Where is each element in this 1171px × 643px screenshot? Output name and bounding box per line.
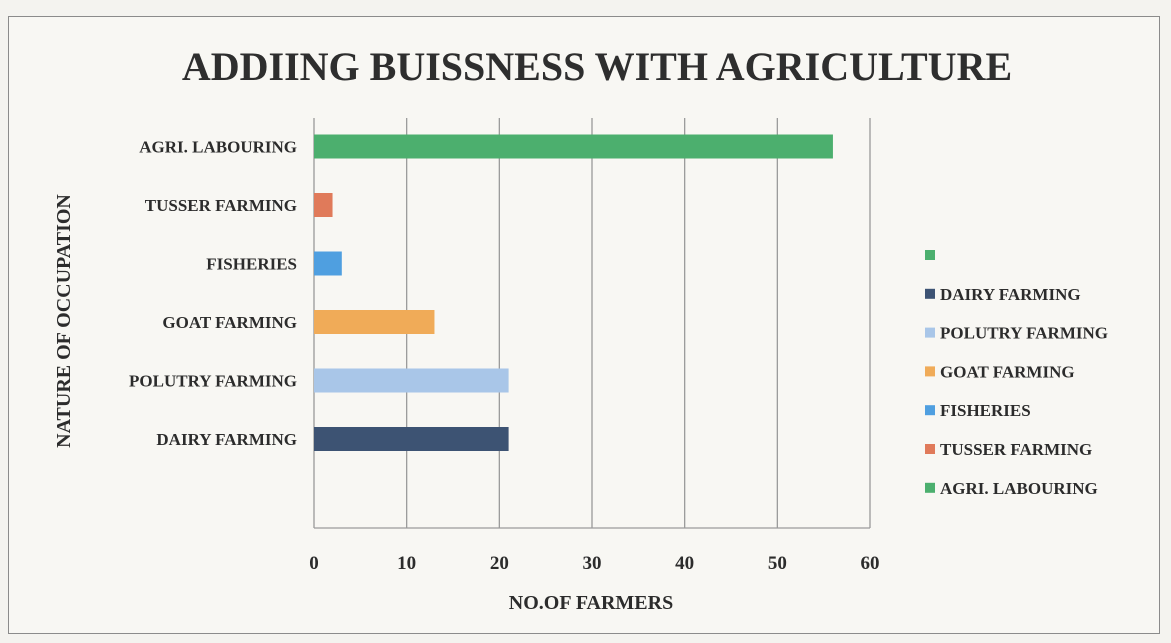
x-axis-title: NO.OF FARMERS [509,592,673,614]
legend-swatch [925,482,935,493]
x-tick-label: 60 [861,553,880,574]
legend: DAIRY FARMING POLUTRY FARMING GOAT FARMING… [925,250,1108,498]
legend-label: POLUTRY FARMING [940,324,1108,343]
bar-goat-farming [314,310,435,334]
chart-title: ADDIING BUISSNESS WITH AGRICULTURE [182,44,1012,89]
legend-swatch [925,366,935,377]
x-tick-label: 0 [309,553,319,574]
category-label: TUSSER FARMING [145,196,297,215]
legend-swatch [925,288,935,299]
legend-swatch [925,250,935,260]
bar-dairy-farming [314,427,509,451]
legend-label: TUSSER FARMING [940,440,1092,459]
category-label: FISHERIES [206,255,297,274]
chart-frame [8,16,1160,634]
bar-agri-labouring [314,134,833,159]
legend-label: DAIRY FARMING [940,285,1081,304]
legend-swatch [925,444,935,454]
bar-tusser-farming [314,193,333,217]
x-tick-label: 10 [397,553,416,574]
bar-fisheries [314,251,342,276]
legend-label: AGRI. LABOURING [940,479,1098,498]
category-labels: DAIRY FARMING POLUTRY FARMING GOAT FARMING… [129,138,297,450]
y-axis-title: NATURE OF OCCUPATION [53,194,75,448]
gridlines [313,118,871,529]
legend-swatch [925,327,935,338]
category-label: DAIRY FARMING [156,430,297,449]
bars [314,134,833,451]
x-tick-label: 50 [768,553,787,574]
category-label: AGRI. LABOURING [139,138,297,157]
x-tick-label: 40 [675,553,694,574]
bar-polutry-farming [314,368,509,393]
category-label: POLUTRY FARMING [129,372,297,391]
x-tick-label: 20 [490,553,509,574]
legend-swatch [925,405,935,416]
legend-label: FISHERIES [940,401,1031,420]
legend-label: GOAT FARMING [940,362,1075,381]
category-label: GOAT FARMING [162,313,297,332]
x-tick-label: 30 [583,553,602,574]
x-tick-labels: 0 10 20 30 40 50 60 [309,553,879,574]
